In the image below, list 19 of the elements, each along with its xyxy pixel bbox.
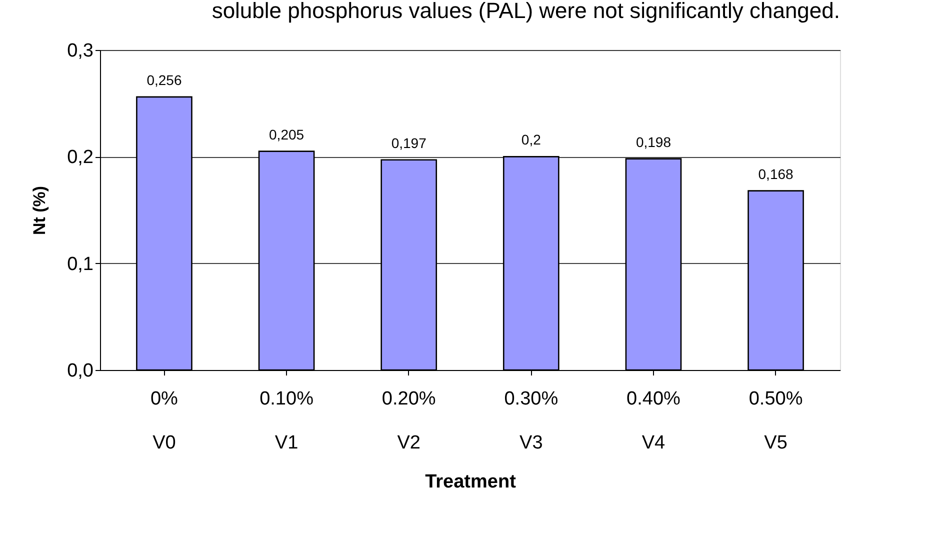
y-tick-label: 0,2 [67, 147, 94, 168]
category-label: 0.20% V2 [382, 388, 436, 454]
data-label: 0,205 [269, 126, 304, 142]
category-label: 0.40% V4 [626, 388, 680, 454]
category-label: 0.30% V3 [504, 388, 558, 454]
category-label: 0.10% V1 [260, 388, 314, 454]
data-label: 0,168 [758, 166, 794, 182]
chart-title: soluble phosphorus values (PAL) were not significantly changed. [212, 0, 840, 23]
data-label: 0,197 [391, 134, 427, 151]
y-tick-label: 0,3 [67, 40, 94, 62]
y-axis-title: Nt (%) [30, 186, 50, 236]
y-tick-label: 0,0 [67, 360, 94, 382]
data-label: 0,2 [521, 132, 542, 148]
data-label: 0,198 [636, 134, 672, 150]
category-label: 0.50% V5 [748, 388, 803, 454]
data-label: 0,256 [146, 72, 182, 88]
category-label: 0% V0 [150, 388, 178, 454]
y-tick-label: 0,1 [67, 254, 94, 275]
x-axis-title: Treatment [425, 472, 517, 492]
